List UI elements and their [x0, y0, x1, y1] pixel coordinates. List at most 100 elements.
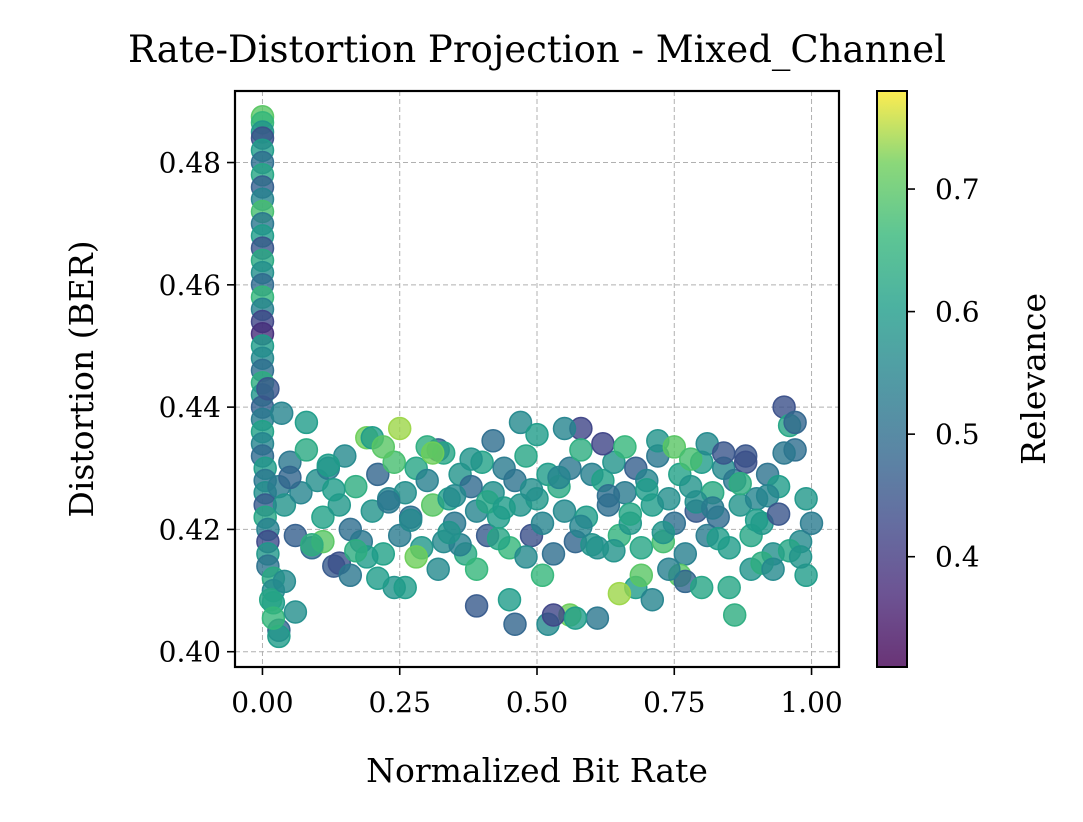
data-point [722, 603, 747, 627]
data-point [508, 410, 533, 435]
data-point [344, 539, 368, 563]
data-point [541, 542, 566, 566]
data-point [415, 468, 439, 493]
chart-title: Rate-Distortion Projection - Mixed_Chann… [128, 28, 946, 72]
data-point [300, 532, 324, 557]
data-point [552, 416, 577, 441]
y-tick-label: 0.48 [159, 147, 221, 180]
data-point [733, 450, 758, 474]
data-point [278, 465, 302, 490]
x-tick-label: 0.75 [643, 686, 705, 719]
data-point [783, 410, 807, 435]
data-point [657, 557, 681, 581]
data-point [283, 600, 308, 624]
data-point [269, 401, 294, 425]
y-tick-label: 0.42 [159, 513, 221, 546]
data-point [272, 493, 297, 517]
data-point [464, 557, 489, 581]
data-point [673, 542, 698, 566]
data-point [651, 520, 676, 545]
data-point [788, 545, 813, 569]
data-point [316, 453, 341, 477]
data-point [602, 539, 626, 563]
data-point [761, 557, 785, 581]
data-point [799, 511, 824, 536]
data-point [404, 545, 428, 569]
colorbar-label: Relevance [1014, 293, 1053, 465]
data-point [420, 441, 445, 465]
y-tick-label: 0.40 [159, 636, 221, 669]
x-axis-label: Normalized Bit Rate [366, 751, 708, 790]
data-point [640, 587, 665, 612]
x-axis-ticks: 0.00 0.25 0.50 0.75 1.00 [231, 667, 843, 719]
data-point [426, 557, 450, 581]
data-point [338, 563, 363, 588]
data-point [530, 563, 555, 588]
data-point [322, 477, 346, 502]
data-point [662, 435, 687, 459]
data-point [514, 545, 538, 569]
data-point [261, 606, 286, 630]
data-point [272, 569, 297, 594]
data-point [294, 438, 319, 462]
data-point [766, 502, 791, 526]
data-point [398, 508, 423, 532]
colorbar-tick-label: 0.4 [935, 541, 980, 574]
scatter-points [250, 104, 824, 649]
data-point [711, 441, 736, 465]
data-point [371, 435, 396, 459]
data-point [311, 505, 335, 529]
x-tick-label: 0.00 [231, 686, 293, 719]
grid-lines [235, 91, 839, 667]
y-tick-label: 0.44 [159, 391, 221, 424]
data-point [569, 438, 593, 462]
colorbar-tick-label: 0.7 [935, 173, 980, 206]
data-point [366, 462, 390, 487]
data-point [591, 432, 615, 456]
data-point [514, 444, 538, 468]
data-point [585, 606, 610, 630]
x-tick-label: 0.25 [369, 686, 431, 719]
data-point [492, 496, 516, 520]
colorbar-ticks: 0.4 0.5 0.6 0.7 [907, 173, 980, 574]
data-point [547, 465, 571, 490]
data-point [344, 474, 368, 499]
data-point [728, 471, 752, 496]
data-point [530, 511, 555, 536]
data-point [613, 435, 637, 459]
data-point [519, 477, 544, 502]
data-point [657, 487, 681, 511]
data-point [689, 575, 714, 600]
data-point [464, 594, 489, 618]
colorbar-tick-label: 0.6 [935, 296, 980, 329]
data-point [629, 536, 654, 560]
data-point [563, 606, 588, 630]
y-axis-ticks: 0.40 0.42 0.44 0.46 0.48 [159, 147, 235, 669]
data-point [580, 532, 604, 557]
data-point [376, 490, 401, 514]
data-point [678, 447, 703, 471]
data-point [755, 484, 780, 508]
data-point [629, 563, 654, 588]
data-point [486, 526, 511, 551]
data-point [481, 429, 505, 453]
data-point [552, 499, 577, 523]
y-tick-label: 0.46 [159, 269, 221, 302]
data-point [459, 447, 483, 471]
data-point [256, 377, 280, 401]
colorbar [876, 90, 908, 668]
data-point [700, 496, 725, 520]
data-point [607, 581, 632, 606]
x-tick-label: 0.50 [506, 686, 568, 719]
y-axis-label: Distortion (BER) [62, 240, 101, 517]
data-point [503, 612, 527, 636]
data-point [569, 514, 593, 539]
x-tick-label: 1.00 [780, 686, 842, 719]
data-point [437, 520, 461, 545]
data-point [717, 575, 741, 600]
data-point [706, 526, 730, 551]
colorbar-tick-label: 0.5 [935, 418, 980, 451]
data-point [794, 487, 818, 511]
data-point [635, 477, 659, 502]
